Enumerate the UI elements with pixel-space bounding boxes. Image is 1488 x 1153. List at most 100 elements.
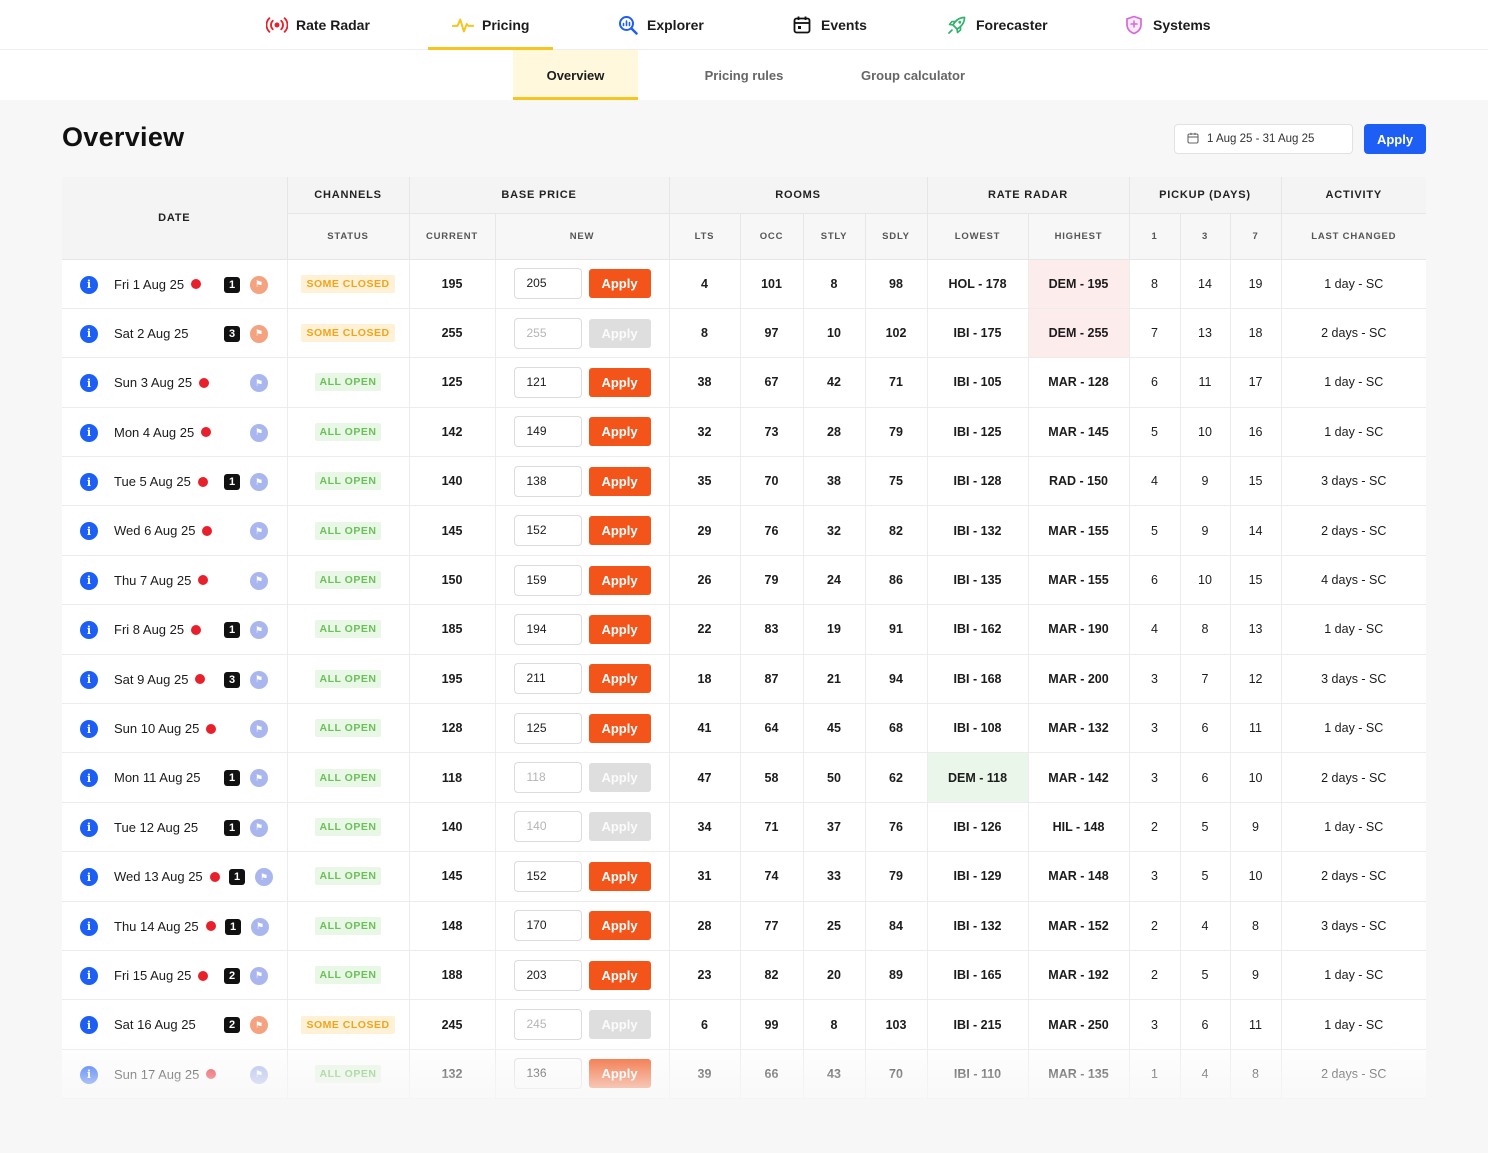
apply-price-button[interactable]: Apply xyxy=(588,664,651,694)
restriction-badge[interactable]: 3 xyxy=(224,325,240,342)
flag-icon[interactable]: ⚑ xyxy=(250,966,268,985)
nav-pricing[interactable]: Pricing xyxy=(427,0,555,50)
new-price-input[interactable]: 194 xyxy=(513,613,582,645)
flag-icon[interactable]: ⚑ xyxy=(250,1065,268,1084)
restriction-badge[interactable]: 1 xyxy=(225,918,241,935)
info-icon[interactable]: i xyxy=(80,473,98,492)
new-price-input[interactable]: 159 xyxy=(513,564,582,596)
table-row[interactable]: i Thu 14 Aug 25 1 ⚑ ALL OPEN 148 170 Appl… xyxy=(62,901,1427,951)
info-icon[interactable]: i xyxy=(80,374,98,393)
restriction-badge[interactable]: 1 xyxy=(229,869,245,886)
new-price-input[interactable]: 121 xyxy=(513,366,582,398)
table-row[interactable]: i Wed 6 Aug 25 ⚑ ALL OPEN 145 152 Apply 2… xyxy=(62,505,1427,556)
info-icon[interactable]: i xyxy=(80,670,98,689)
table-row[interactable]: i Fri 1 Aug 25 1 ⚑ SOME CLOSED 195 205 Ap… xyxy=(62,259,1427,309)
header-current[interactable]: CURRENT xyxy=(409,213,496,260)
flag-icon[interactable]: ⚑ xyxy=(250,1016,268,1035)
tab-pricing-rules[interactable]: Pricing rules xyxy=(704,67,784,83)
apply-price-button[interactable]: Apply xyxy=(588,713,651,743)
info-icon[interactable]: i xyxy=(80,868,98,887)
restriction-badge[interactable]: 1 xyxy=(224,819,240,836)
new-price-input[interactable]: 255 xyxy=(513,317,582,349)
new-price-input[interactable]: 149 xyxy=(513,416,582,448)
header-pickup-3[interactable]: 3 xyxy=(1180,213,1231,260)
nav-rate-radar[interactable]: Rate Radar xyxy=(266,0,370,50)
header-status[interactable]: STATUS xyxy=(287,213,410,260)
apply-date-button[interactable]: Apply xyxy=(1364,124,1426,154)
restriction-badge[interactable]: 2 xyxy=(224,967,240,984)
table-row[interactable]: i Sun 3 Aug 25 ⚑ ALL OPEN 125 121 Apply 3… xyxy=(62,357,1427,408)
restriction-badge[interactable]: 1 xyxy=(224,474,240,491)
apply-price-button[interactable]: Apply xyxy=(588,318,651,348)
info-icon[interactable]: i xyxy=(80,917,98,936)
header-lowest[interactable]: LOWEST xyxy=(927,213,1029,260)
apply-price-button[interactable]: Apply xyxy=(588,1010,651,1040)
apply-price-button[interactable]: Apply xyxy=(588,565,651,595)
apply-price-button[interactable]: Apply xyxy=(588,1059,651,1089)
table-row[interactable]: i Mon 11 Aug 25 1 ⚑ ALL OPEN 118 118 Appl… xyxy=(62,752,1427,803)
flag-icon[interactable]: ⚑ xyxy=(250,720,268,739)
nav-forecaster[interactable]: Forecaster xyxy=(946,0,1048,50)
new-price-input[interactable]: 152 xyxy=(513,515,582,547)
info-icon[interactable]: i xyxy=(80,571,98,590)
table-row[interactable]: i Fri 15 Aug 25 2 ⚑ ALL OPEN 188 203 Appl… xyxy=(62,950,1427,1001)
apply-price-button[interactable]: Apply xyxy=(588,417,651,447)
info-icon[interactable]: i xyxy=(80,720,98,739)
header-new[interactable]: NEW xyxy=(495,213,670,260)
apply-price-button[interactable]: Apply xyxy=(588,861,651,891)
nav-events[interactable]: Events xyxy=(791,0,867,50)
flag-icon[interactable]: ⚑ xyxy=(255,868,273,887)
new-price-input[interactable]: 211 xyxy=(513,663,582,695)
flag-icon[interactable]: ⚑ xyxy=(250,324,268,343)
header-highest[interactable]: HIGHEST xyxy=(1028,213,1130,260)
table-row[interactable]: i Sat 9 Aug 25 3 ⚑ ALL OPEN 195 211 Apply… xyxy=(62,654,1427,705)
header-pickup-7[interactable]: 7 xyxy=(1230,213,1282,260)
restriction-badge[interactable]: 1 xyxy=(224,276,240,293)
info-icon[interactable]: i xyxy=(80,522,98,541)
new-price-input[interactable]: 205 xyxy=(513,268,582,300)
table-row[interactable]: i Sat 2 Aug 25 3 ⚑ SOME CLOSED 255 255 Ap… xyxy=(62,308,1427,359)
table-row[interactable]: i Wed 13 Aug 25 1 ⚑ ALL OPEN 145 152 Appl… xyxy=(62,851,1427,902)
flag-icon[interactable]: ⚑ xyxy=(250,670,268,689)
apply-price-button[interactable]: Apply xyxy=(588,516,651,546)
info-icon[interactable]: i xyxy=(80,1065,98,1084)
table-row[interactable]: i Tue 5 Aug 25 1 ⚑ ALL OPEN 140 138 Apply… xyxy=(62,456,1427,507)
apply-price-button[interactable]: Apply xyxy=(588,466,651,496)
new-price-input[interactable]: 245 xyxy=(513,1009,582,1041)
table-row[interactable]: i Thu 7 Aug 25 ⚑ ALL OPEN 150 159 Apply 2… xyxy=(62,555,1427,606)
header-sdly[interactable]: SDLY xyxy=(865,213,928,260)
apply-price-button[interactable]: Apply xyxy=(588,269,651,299)
info-icon[interactable]: i xyxy=(80,769,98,788)
date-range-picker[interactable]: 1 Aug 25 - 31 Aug 25 xyxy=(1174,124,1353,154)
info-icon[interactable]: i xyxy=(80,423,98,442)
nav-systems[interactable]: Systems xyxy=(1123,0,1211,50)
new-price-input[interactable]: 140 xyxy=(513,811,582,843)
apply-price-button[interactable]: Apply xyxy=(588,812,651,842)
info-icon[interactable]: i xyxy=(80,324,98,343)
apply-price-button[interactable]: Apply xyxy=(588,367,651,397)
flag-icon[interactable]: ⚑ xyxy=(250,818,268,837)
new-price-input[interactable]: 152 xyxy=(513,860,582,892)
info-icon[interactable]: i xyxy=(80,275,98,294)
flag-icon[interactable]: ⚑ xyxy=(251,917,269,936)
apply-price-button[interactable]: Apply xyxy=(588,960,651,990)
header-lts[interactable]: LTS xyxy=(669,213,741,260)
new-price-input[interactable]: 203 xyxy=(513,959,582,991)
flag-icon[interactable]: ⚑ xyxy=(250,374,268,393)
flag-icon[interactable]: ⚑ xyxy=(250,473,268,492)
header-date[interactable]: DATE xyxy=(62,177,288,260)
new-price-input[interactable]: 136 xyxy=(513,1058,582,1090)
flag-icon[interactable]: ⚑ xyxy=(250,423,268,442)
restriction-badge[interactable]: 2 xyxy=(224,1017,240,1034)
info-icon[interactable]: i xyxy=(80,818,98,837)
header-last-changed[interactable]: LAST CHANGED xyxy=(1281,213,1427,260)
nav-explorer[interactable]: Explorer xyxy=(617,0,704,50)
apply-price-button[interactable]: Apply xyxy=(588,614,651,644)
info-icon[interactable]: i xyxy=(80,966,98,985)
new-price-input[interactable]: 125 xyxy=(513,712,582,744)
flag-icon[interactable]: ⚑ xyxy=(250,275,268,294)
table-row[interactable]: i Tue 12 Aug 25 1 ⚑ ALL OPEN 140 140 Appl… xyxy=(62,802,1427,853)
flag-icon[interactable]: ⚑ xyxy=(250,621,268,640)
tab-overview[interactable]: Overview xyxy=(513,50,638,100)
new-price-input[interactable]: 118 xyxy=(513,762,582,794)
